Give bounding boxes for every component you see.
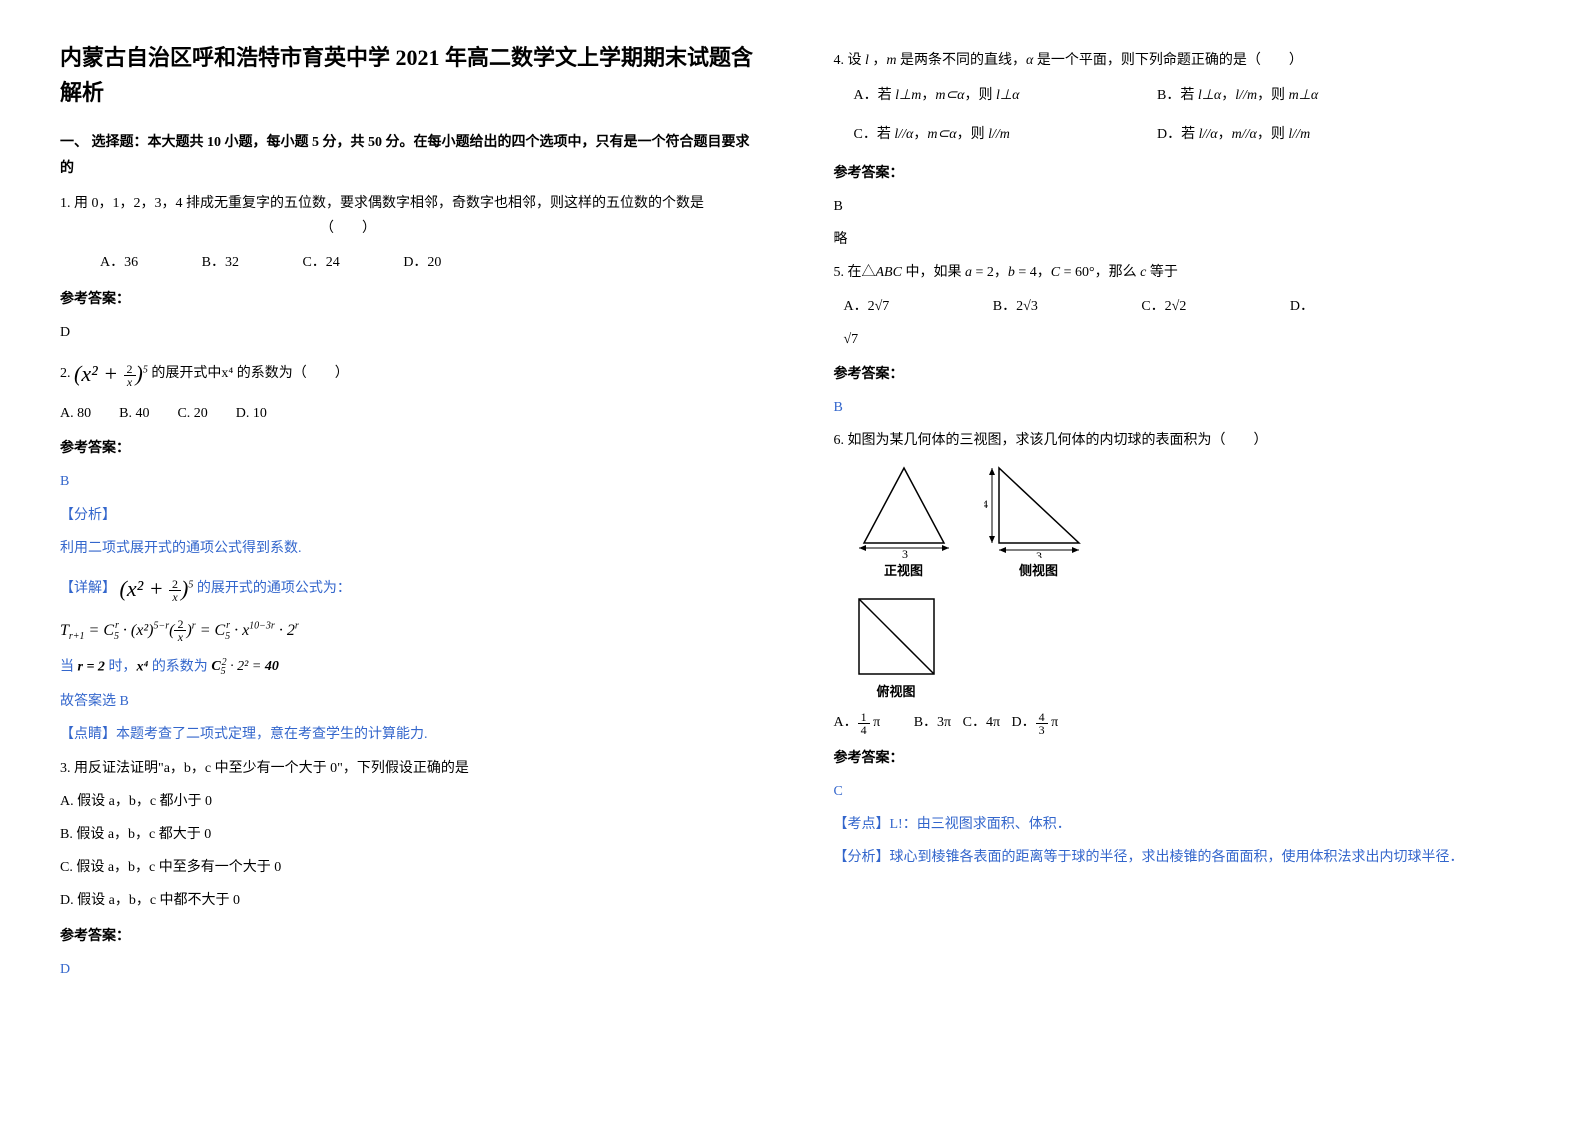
q4-opt-c: C．若 l//α，m⊂α，则 l//m [854, 120, 1154, 151]
q6-opt-c: C．4π [963, 715, 1000, 730]
q6-opt-b: B．3π [914, 715, 951, 730]
right-column: 4. 设 l ，m 是两条不同的直线，α 是一个平面，则下列命题正确的是（ ） … [834, 40, 1528, 990]
q4-row1: A．若 l⊥m，m⊂α，则 l⊥α B．若 l⊥α，l//m，则 m⊥α [854, 81, 1528, 112]
q1-stem: 1. 用 0，1，2，3，4 排成无重复字的五位数，要求偶数字相邻，奇数字也相邻… [60, 191, 754, 241]
q5-opt-d: D． [1290, 294, 1314, 319]
q1-opt-d: D．20 [403, 249, 441, 277]
q5-opt-c: C．2√2 [1141, 294, 1186, 319]
q2-num: 2. [60, 366, 74, 381]
q2-detail-label: 【详解】 [60, 581, 116, 596]
q1-answer-label: 参考答案： [60, 287, 754, 312]
page: 内蒙古自治区呼和浩特市育英中学 2021 年高二数学文上学期期末试题含解析 一、… [60, 40, 1527, 990]
q6-fenxi: 【分析】球心到棱锥各表面的距离等于球的半径，求出棱锥的各面面积，使用体积法求出内… [834, 845, 1528, 870]
q6-opt-a: A．14 π [834, 715, 881, 730]
q3-opt-a: A. 假设 a，b，c 都小于 0 [60, 789, 754, 814]
q1-answer: D [60, 320, 754, 345]
q5-opt-d-cont: √7 [844, 327, 1528, 352]
q6-kaodian: 【考点】L!：由三视图求面积、体积． [834, 812, 1528, 837]
q5-stem: 5. 在△ABC 中，如果 a = 2，b = 4，C = 60°，那么 c 等… [834, 260, 1528, 285]
left-column: 内蒙古自治区呼和浩特市育英中学 2021 年高二数学文上学期期末试题含解析 一、… [60, 40, 754, 990]
q5-choices: A．2√7 B．2√3 C．2√2 D． [844, 294, 1528, 319]
dim-3a: 3 [902, 547, 908, 558]
dim-4: 4 [984, 497, 988, 511]
q3-answer-label: 参考答案： [60, 924, 754, 949]
q3-answer: D [60, 957, 754, 982]
q3-opt-b: B. 假设 a，b，c 都大于 0 [60, 822, 754, 847]
q2-answer: B [60, 469, 754, 494]
front-view-svg: 3 [854, 463, 954, 558]
q2-tail: 的展开式中x⁴ 的系数为（ ） [151, 366, 348, 381]
q1-choices: A．36 B．32 C．24 D．20 [100, 249, 754, 277]
q2-when: 当 r = 2 时，x⁴ 的系数为 C52 · 2² = 40 [60, 654, 754, 681]
q1-opt-b: B．32 [202, 249, 239, 277]
q2-analysis-label: 【分析】 [60, 503, 754, 528]
front-label: 正视图 [854, 560, 954, 579]
q4-answer-label: 参考答案： [834, 161, 1528, 186]
q2-detail: 【详解】 (x² + 2x)5 的展开式的通项公式为：展开式的通项公式为： [60, 569, 754, 609]
q6-choices: A．14 π B．3π C．4π D．43 π [834, 710, 1528, 735]
q2-detail-tail: 的展开式的通项公式为：展开式的通项公式为： [197, 581, 351, 596]
q4-opt-b: B．若 l⊥α，l//m，则 m⊥α [1157, 88, 1318, 103]
side-label: 侧视图 [984, 560, 1094, 579]
q5-opt-a: A．2√7 [844, 294, 890, 319]
q2-answer-label: 参考答案： [60, 436, 754, 461]
q2-so: 故答案选 B [60, 689, 754, 714]
q4-opt-d: D．若 l//α，m//α，则 l//m [1157, 127, 1310, 142]
q1-opt-c: C．24 [302, 249, 339, 277]
top-label: 俯视图 [854, 681, 939, 700]
q2-formula: Tr+1 = C5r · (x²)5−r(2x)r = C5r · x10−3r… [60, 617, 754, 646]
q1-stem-text: 1. 用 0，1，2，3，4 排成无重复字的五位数，要求偶数字相邻，奇数字也相邻… [60, 196, 704, 211]
section-1-header: 一、 选择题：本大题共 10 小题，每小题 5 分，共 50 分。在每小题给出的… [60, 130, 754, 180]
dim-3b: 3 [1036, 549, 1042, 558]
q4-opt-a: A．若 l⊥m，m⊂α，则 l⊥α [854, 81, 1154, 112]
q1-blank: （ ） [320, 221, 376, 236]
q6-answer: C [834, 779, 1528, 804]
q6-answer-label: 参考答案： [834, 746, 1528, 771]
q3-opt-c: C. 假设 a，b，c 中至多有一个大于 0 [60, 855, 754, 880]
q2-expr: (x² + 2x)5 [74, 354, 148, 394]
q5-answer: B [834, 395, 1528, 420]
q6-three-views: 3 正视图 4 3 侧视图 [854, 463, 1528, 700]
top-view-svg [854, 594, 939, 679]
q6-side-view: 4 3 侧视图 [984, 463, 1094, 579]
side-view-svg: 4 3 [984, 463, 1094, 558]
q5-opt-b: B．2√3 [993, 294, 1038, 319]
q4-row2: C．若 l//α，m⊂α，则 l//m D．若 l//α，m//α，则 l//m [854, 120, 1528, 151]
q6-opt-d: D．43 π [1012, 715, 1059, 730]
q2-analysis-1: 利用二项式展开式的通项公式得到系数. [60, 536, 754, 561]
q6-top-view: 俯视图 [854, 594, 1528, 700]
q1-opt-a: A．36 [100, 249, 138, 277]
q2-stem: 2. (x² + 2x)5 的展开式中x⁴ 的系数为（ ） [60, 354, 754, 394]
q6-front-view: 3 正视图 [854, 463, 954, 579]
q6-stem: 6. 如图为某几何体的三视图，求该几何体的内切球的表面积为（ ） [834, 428, 1528, 453]
q2-options: A. 80 B. 40 C. 20 D. 10 [60, 401, 754, 426]
q4-answer: B [834, 194, 1528, 219]
q3-opt-d: D. 假设 a，b，c 中都不大于 0 [60, 888, 754, 913]
q4-stem: 4. 设 l ，m 是两条不同的直线，α 是一个平面，则下列命题正确的是（ ） [834, 48, 1528, 73]
q2-detail-expr: (x² + 2x)5 [120, 569, 194, 609]
q3-stem: 3. 用反证法证明"a，b，c 中至少有一个大于 0"，下列假设正确的是 [60, 756, 754, 781]
q2-point: 【点睛】本题考查了二项式定理，意在考查学生的计算能力. [60, 722, 754, 747]
q5-answer-label: 参考答案： [834, 362, 1528, 387]
q4-brief: 略 [834, 227, 1528, 252]
doc-title: 内蒙古自治区呼和浩特市育英中学 2021 年高二数学文上学期期末试题含解析 [60, 40, 754, 110]
